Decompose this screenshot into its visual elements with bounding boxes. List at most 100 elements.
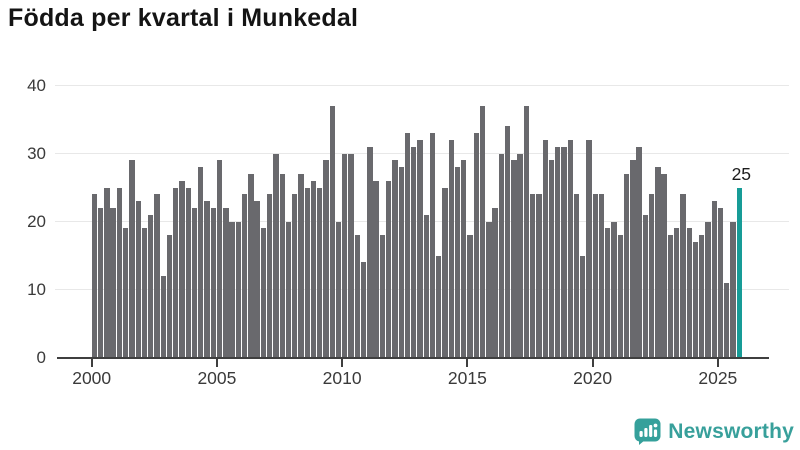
bar-2017-q3 — [529, 194, 536, 358]
bar-2004-q3 — [204, 201, 210, 358]
bar-2017-q1 — [517, 153, 523, 358]
bar-2002-q3 — [154, 194, 160, 358]
bar-2009-q4 — [335, 221, 342, 358]
bar-2007-q3 — [279, 173, 285, 358]
bar-2011-q4 — [385, 180, 392, 358]
bar-2011-q3 — [379, 235, 386, 358]
bar-2022-q3 — [655, 167, 661, 358]
bar-2025-q2 — [724, 282, 730, 358]
x-tick-2015 — [466, 358, 469, 367]
bar-2022-q1 — [642, 214, 649, 358]
bar-2001-q3 — [129, 160, 135, 358]
x-axis-label-2005: 2005 — [197, 367, 237, 388]
x-tick-2005 — [215, 358, 218, 367]
newsworthy-logo[interactable]: Newsworthy — [634, 418, 794, 445]
bar-2016-q3 — [504, 126, 511, 358]
bar-2014-q2 — [448, 139, 454, 358]
bar-2009-q2 — [323, 160, 329, 358]
bar-2000-q4 — [110, 207, 116, 358]
bar-2011-q1 — [367, 146, 373, 358]
bar-2021-q4 — [636, 146, 642, 358]
bar-2004-q4 — [210, 207, 216, 358]
bar-2019-q4 — [586, 139, 592, 358]
bar-2004-q1 — [191, 207, 198, 358]
bar-2012-q2 — [398, 167, 404, 358]
bar-2001-q2 — [123, 228, 129, 358]
bar-2017-q4 — [536, 194, 542, 358]
bar-2013-q3 — [429, 133, 436, 358]
bar-2017-q2 — [523, 105, 530, 358]
bar-2002-q4 — [160, 275, 166, 358]
bar-2020-q3 — [605, 228, 611, 358]
bar-2018-q4 — [561, 146, 567, 358]
newsworthy-logo-icon — [634, 418, 661, 445]
x-axis-label-2010: 2010 — [322, 367, 362, 388]
bar-2024-q1 — [692, 241, 699, 358]
bar-2022-q2 — [648, 194, 655, 358]
bar-2018-q1 — [542, 139, 548, 358]
bar-2010-q3 — [354, 235, 361, 358]
x-tick-2025 — [716, 358, 719, 367]
bar-2005-q4 — [235, 221, 242, 358]
highlight-value-label: 25 — [731, 163, 752, 184]
bar-2003-q1 — [166, 235, 173, 358]
bar-2013-q4 — [436, 255, 442, 358]
bar-2005-q2 — [223, 207, 229, 358]
bar-2008-q2 — [298, 173, 304, 358]
newsworthy-logo-text[interactable]: Newsworthy — [668, 419, 794, 443]
bar-2004-q2 — [198, 167, 204, 358]
bar-2000-q1 — [91, 194, 98, 358]
bar-2005-q1 — [216, 160, 223, 358]
bar-2006-q2 — [248, 173, 254, 358]
x-tick-2020 — [591, 358, 594, 367]
bar-2010-q1 — [342, 153, 348, 358]
y-axis-label-30: 30 — [27, 143, 46, 163]
bar-2012-q1 — [392, 160, 398, 358]
bar-2000-q3 — [104, 187, 110, 358]
x-tick-2000 — [90, 358, 93, 367]
bar-2003-q4 — [185, 187, 191, 358]
bar-2009-q1 — [317, 187, 323, 358]
x-axis-label-2015: 2015 — [447, 367, 487, 388]
bar-2018-q2 — [548, 160, 555, 358]
bar-2008-q3 — [304, 187, 310, 358]
bar-2008-q4 — [310, 180, 317, 358]
y-axis-label-10: 10 — [27, 279, 46, 299]
bar-2001-q1 — [116, 187, 123, 358]
bar-2015-q3 — [479, 105, 486, 358]
bar-2023-q4 — [686, 228, 692, 358]
bar-2023-q2 — [674, 228, 680, 358]
bar-2014-q3 — [454, 167, 461, 358]
bar-2020-q2 — [598, 194, 605, 358]
bar-2019-q2 — [573, 194, 580, 358]
bar-2019-q3 — [580, 255, 586, 358]
bar-2003-q3 — [179, 180, 185, 358]
bar-2016-q4 — [511, 160, 517, 358]
bar-2006-q4 — [260, 228, 267, 358]
bar-2022-q4 — [661, 173, 667, 358]
bar-2015-q4 — [486, 221, 492, 358]
bar-2012-q4 — [411, 146, 417, 358]
bar-2007-q4 — [285, 221, 292, 358]
bar-2025-q4 — [736, 187, 742, 358]
bar-2021-q3 — [630, 160, 636, 358]
bar-2009-q3 — [329, 105, 335, 358]
x-axis-label-2025: 2025 — [698, 367, 738, 388]
bar-2023-q1 — [667, 235, 674, 358]
bar-2006-q1 — [241, 194, 248, 358]
gridline-y-40 — [55, 85, 789, 86]
bar-2003-q2 — [173, 187, 179, 358]
x-axis-label-2020: 2020 — [573, 367, 613, 388]
bar-2015-q1 — [467, 235, 473, 358]
bar-2013-q1 — [417, 139, 423, 358]
y-axis-label-0: 0 — [36, 347, 46, 367]
bar-2025-q1 — [717, 207, 724, 358]
x-axis-label-2000: 2000 — [72, 367, 112, 388]
bar-2025-q3 — [730, 221, 736, 358]
bar-2012-q3 — [404, 133, 411, 358]
bar-2014-q4 — [461, 160, 467, 358]
bar-2016-q2 — [498, 153, 505, 358]
bar-2010-q4 — [360, 262, 367, 358]
y-axis-label-40: 40 — [27, 75, 46, 95]
bar-2019-q1 — [567, 139, 573, 358]
